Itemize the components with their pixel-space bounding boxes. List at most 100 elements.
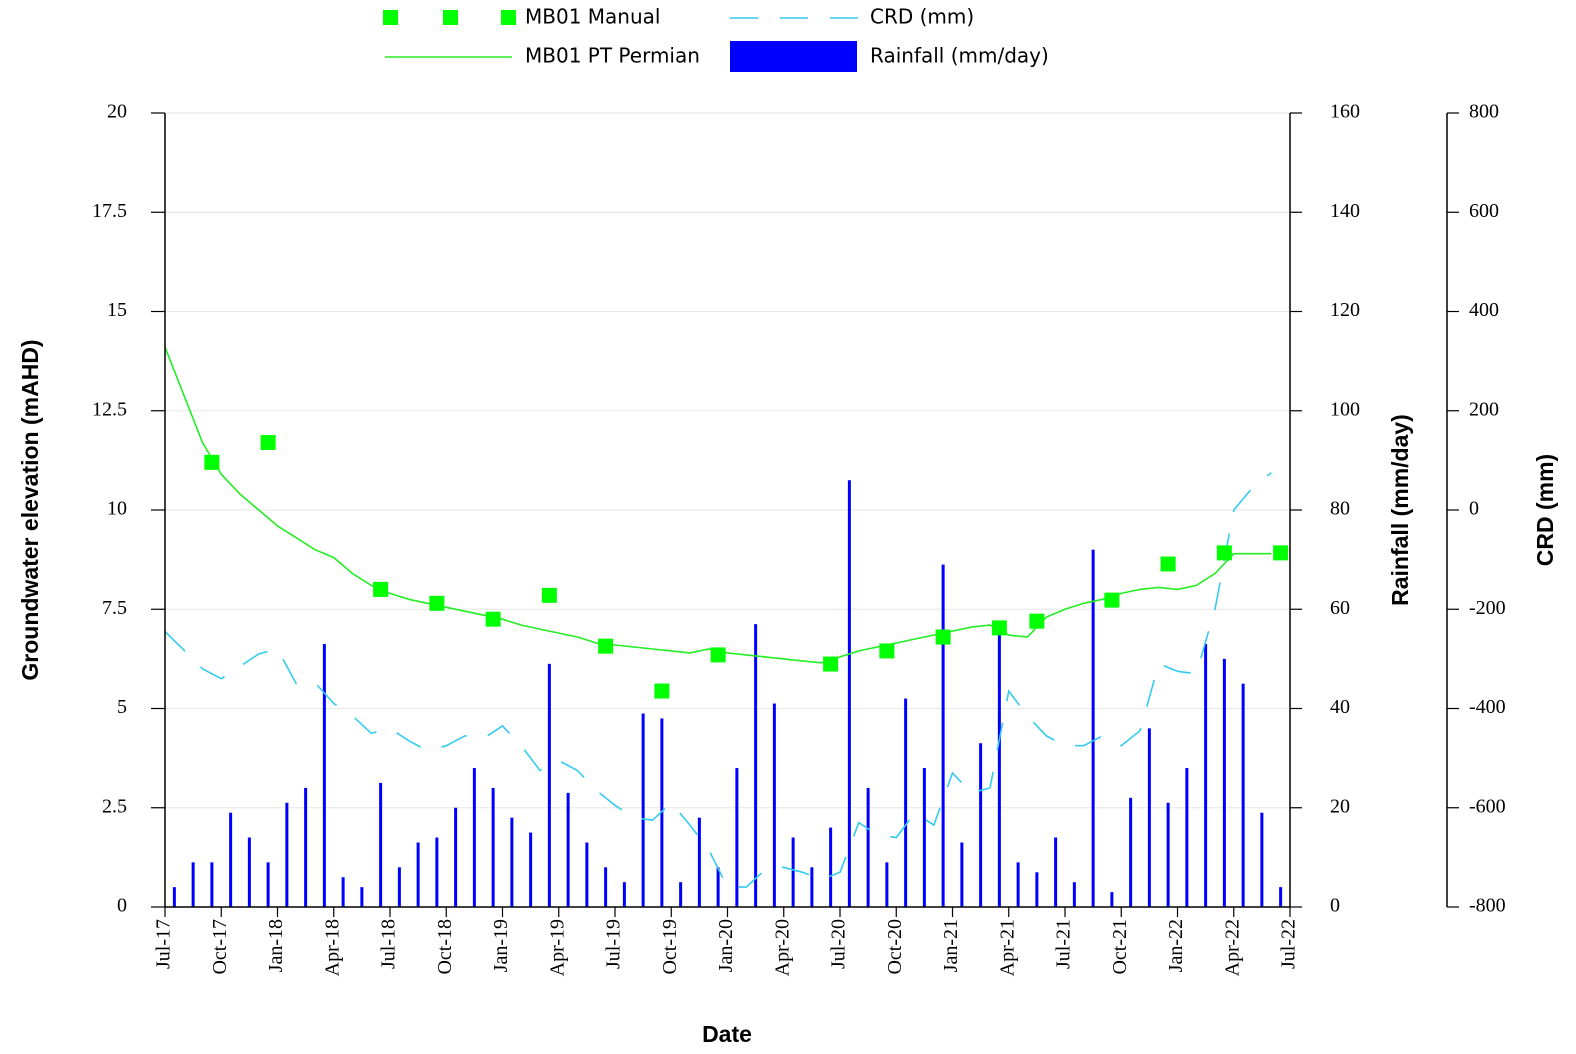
- rain-bar: [1091, 549, 1095, 907]
- rain-bar: [1147, 728, 1151, 907]
- manual-marker: [485, 611, 501, 627]
- rain-bar: [660, 718, 664, 907]
- rain-bar: [1185, 768, 1189, 907]
- rain-bar: [716, 867, 720, 907]
- x-tick-label: Apr-21: [996, 919, 1018, 976]
- y-tick-label: 0: [117, 895, 127, 917]
- rain-bar: [791, 837, 795, 907]
- x-tick-label: Jul-18: [378, 919, 400, 969]
- legend-marker: [383, 10, 398, 25]
- rain-bar: [454, 807, 458, 907]
- rain-bar: [604, 867, 608, 907]
- legend-swatch: [730, 41, 857, 72]
- rain-bar: [997, 629, 1001, 907]
- y2-tick-label: 160: [1330, 101, 1360, 123]
- rain-bar: [960, 842, 964, 907]
- rain-bar: [1054, 837, 1058, 907]
- x-tick-label: Oct-20: [884, 919, 906, 975]
- rain-bar: [866, 787, 870, 907]
- manual-marker: [823, 656, 839, 672]
- y-tick-label: 5: [117, 696, 127, 718]
- x-tick-label: Apr-22: [1221, 919, 1243, 976]
- rain-bar: [229, 812, 233, 907]
- legend: MB01 Manual CRD (mm) MB01 PT Permian Rai…: [383, 5, 1049, 72]
- rain-bar: [1035, 872, 1039, 907]
- rain-bar: [1204, 643, 1208, 907]
- y3-tick-label: 0: [1469, 498, 1479, 520]
- y3-tick-label: -200: [1469, 597, 1506, 619]
- manual-marker: [541, 587, 557, 603]
- rain-bar: [904, 698, 908, 907]
- x-tick-label: Oct-21: [1109, 919, 1131, 975]
- rain-bar: [754, 624, 758, 907]
- series-line: [164, 472, 1272, 888]
- x-tick-label: Jan-20: [715, 919, 737, 972]
- y2-tick-label: 120: [1330, 299, 1360, 321]
- rain-bar: [1260, 812, 1264, 907]
- manual-marker: [1104, 592, 1120, 608]
- legend-label: CRD (mm): [870, 5, 974, 29]
- x-tick-label: Jan-18: [265, 919, 287, 972]
- manual-marker: [654, 683, 670, 699]
- rain-bar: [416, 842, 420, 907]
- rain-bar: [1016, 862, 1020, 907]
- manual-marker: [1160, 556, 1176, 572]
- series-line: [164, 346, 1272, 664]
- x-tick-label: Jan-21: [940, 919, 962, 972]
- y2-tick-label: 60: [1330, 597, 1350, 619]
- rain-bar: [322, 643, 326, 907]
- manual-marker: [260, 435, 276, 451]
- rain-bar: [829, 827, 833, 907]
- rain-bar: [847, 480, 851, 907]
- y3-tick-label: 600: [1469, 200, 1499, 222]
- rain-bar: [210, 862, 214, 907]
- y3-tick-label: -600: [1469, 795, 1506, 817]
- x-tick-label: Oct-18: [434, 919, 456, 975]
- manual-marker: [1216, 545, 1232, 561]
- manual-marker: [429, 595, 445, 611]
- x-tick-label: Apr-18: [321, 919, 343, 976]
- x-tick-label: Oct-17: [209, 919, 231, 975]
- rain-bar: [810, 867, 814, 907]
- rain-bar: [304, 787, 308, 907]
- manual-marker: [204, 454, 220, 470]
- rain-bar: [622, 882, 626, 907]
- y3-tick-label: 400: [1469, 299, 1499, 321]
- manual-marker: [879, 643, 895, 659]
- x-tick-label: Jan-22: [1165, 919, 1187, 972]
- rain-bar: [172, 887, 176, 907]
- rain-bar: [585, 842, 589, 907]
- y3-tick-label: -400: [1469, 696, 1506, 718]
- legend-label: MB01 Manual: [525, 5, 660, 29]
- manual-marker: [1273, 545, 1289, 561]
- manual-marker: [991, 620, 1007, 636]
- rain-bar: [360, 887, 364, 907]
- x-tick-label: Jan-19: [490, 919, 512, 972]
- x-tick-label: Jul-21: [1053, 919, 1075, 969]
- rain-bar: [1129, 797, 1133, 907]
- x-axis-title: Date: [702, 1021, 752, 1047]
- y2-axis-title: Rainfall (mm/day): [1387, 414, 1413, 606]
- legend-label: MB01 PT Permian: [525, 44, 700, 68]
- manual-marker: [1029, 613, 1045, 629]
- manual-marker: [935, 629, 951, 645]
- rain-bar: [885, 862, 889, 907]
- rain-bar: [941, 564, 945, 907]
- y2-tick-label: 100: [1330, 398, 1360, 420]
- manual-marker: [710, 647, 726, 663]
- y-axis-title: Groundwater elevation (mAHD): [17, 339, 43, 680]
- rain-bar: [191, 862, 195, 907]
- rain-bar: [266, 862, 270, 907]
- x-tick-label: Oct-19: [659, 919, 681, 975]
- rain-bar: [1110, 892, 1114, 907]
- rain-bar: [697, 817, 701, 907]
- rain-bar: [435, 837, 439, 907]
- rain-bar: [772, 703, 776, 907]
- rain-bar: [641, 713, 645, 907]
- y2-tick-label: 40: [1330, 696, 1350, 718]
- manual-marker: [598, 638, 614, 654]
- rain-bar: [1241, 683, 1245, 907]
- y2-tick-label: 80: [1330, 498, 1350, 520]
- y-tick-label: 17.5: [92, 200, 127, 222]
- rain-bar: [472, 768, 476, 907]
